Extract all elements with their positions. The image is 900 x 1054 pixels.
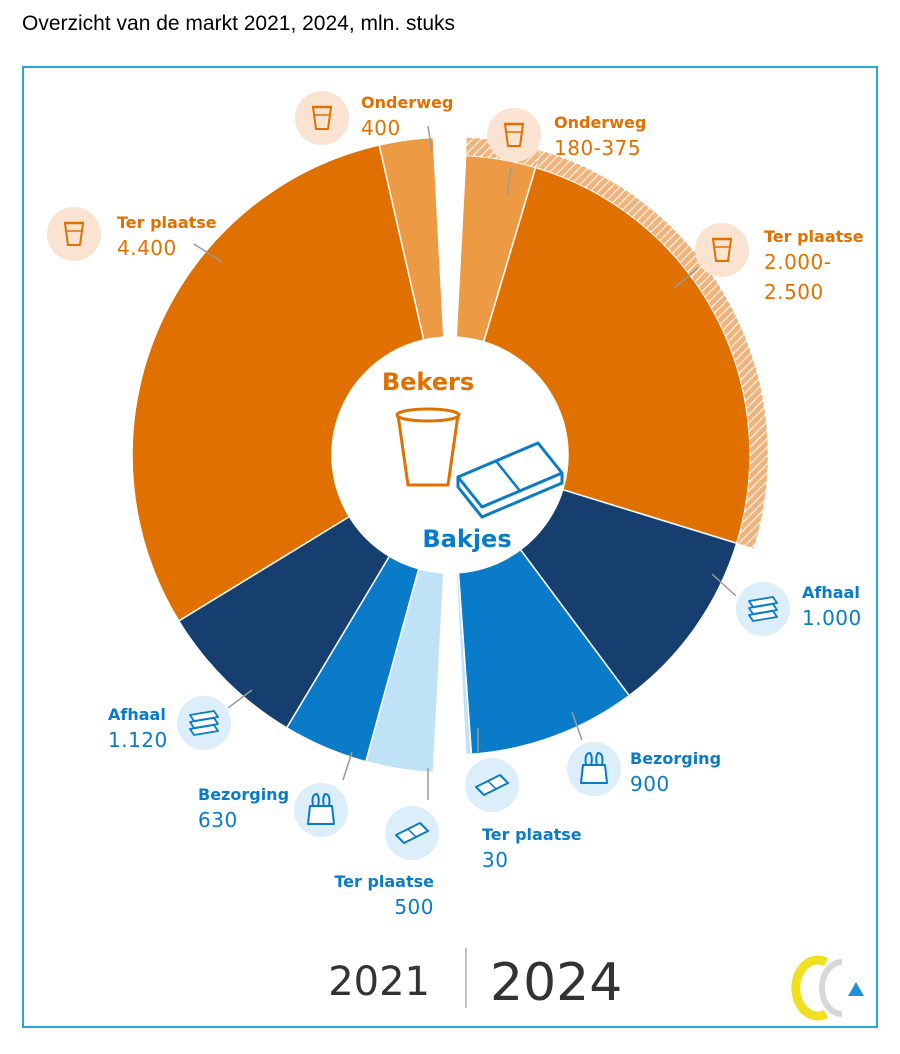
label-2021-afhaal: Afhaal 1.120 xyxy=(108,696,231,752)
label-value: 2.000- xyxy=(764,250,831,274)
wedge-2021-ter-plaatse-cups xyxy=(131,144,425,623)
center-label-trays: Bakjes xyxy=(422,525,511,553)
leader-2024-onderweg xyxy=(506,167,512,196)
wedge-2021-bezorging xyxy=(285,555,420,763)
label-value: 4.400 xyxy=(117,236,177,260)
label-name: Bezorging xyxy=(630,749,721,768)
leader-2024-bezorging xyxy=(571,711,583,741)
label-value: 630 xyxy=(198,808,238,832)
label-value: 1.000 xyxy=(802,606,862,630)
label-name: Bezorging xyxy=(198,785,289,804)
center-label-cups: Bekers xyxy=(382,368,474,396)
leader-2021-onderweg xyxy=(427,125,433,153)
cup-icon xyxy=(712,237,732,262)
year-legend: 2021 2024 xyxy=(328,948,622,1013)
year-2024: 2024 xyxy=(490,953,622,1013)
label-2021-bezorging: Bezorging 630 xyxy=(198,783,348,837)
label-value: 900 xyxy=(630,772,670,796)
chart-frame xyxy=(22,66,878,1028)
wedge-2024-ter-plaatse-trays xyxy=(455,571,473,756)
label-name: Afhaal xyxy=(802,583,860,602)
stacked-trays-icon xyxy=(748,596,778,622)
leader-2024-afhaal xyxy=(711,573,737,597)
wedge-2024-ter-plaatse-cups-range xyxy=(534,149,769,550)
page-title: Overzicht van de markt 2021, 2024, mln. … xyxy=(22,12,456,35)
label-2024-onderweg: Onderweg 180-375 xyxy=(487,108,646,162)
leader-2021-ter-plaatse-cups xyxy=(193,243,223,263)
label-value: 400 xyxy=(361,116,401,140)
label-name: Onderweg xyxy=(554,113,646,132)
leader-2021-bezorging xyxy=(342,751,353,781)
leader-2024-ter-plaatse-cups xyxy=(673,267,699,289)
segment-labels: Onderweg 400 Ter plaatse 4.400 Afhaal 1.120 Be… xyxy=(47,91,864,919)
cup-icon xyxy=(64,221,84,246)
icon-bubble xyxy=(695,223,749,277)
wedge-2024-afhaal xyxy=(519,488,738,697)
publisher-logo xyxy=(791,955,864,1021)
wedge-2021-afhaal xyxy=(177,515,391,729)
icon-bubble xyxy=(295,91,349,145)
label-2021-ter-plaatse-cups: Ter plaatse 4.400 xyxy=(47,207,217,261)
tray-icon xyxy=(395,822,429,844)
logo-ring-yellow xyxy=(791,955,829,1021)
icon-bubble xyxy=(487,108,541,162)
bag-icon xyxy=(307,792,335,825)
bag-icon xyxy=(580,751,608,784)
stacked-trays-icon xyxy=(189,710,219,736)
label-value: 2.500 xyxy=(764,280,824,304)
label-2024-afhaal: Afhaal 1.000 xyxy=(736,582,862,636)
label-2024-ter-plaatse-trays: Ter plaatse 30 xyxy=(465,758,582,872)
label-2021-onderweg: Onderweg 400 xyxy=(295,91,453,145)
logo-ring-grey xyxy=(819,959,843,1017)
cup-icon xyxy=(395,407,461,487)
center-hub: Bekers Bakjes xyxy=(336,341,564,569)
label-name: Ter plaatse xyxy=(482,825,582,844)
wedge-2021-onderweg xyxy=(378,136,445,341)
icon-bubble xyxy=(47,207,101,261)
cup-icon xyxy=(312,105,332,130)
label-value: 180-375 xyxy=(554,136,641,160)
leader-2021-afhaal xyxy=(227,689,253,709)
label-name: Ter plaatse xyxy=(334,872,434,891)
leader-lines xyxy=(193,125,737,800)
wedge-2021-ter-plaatse-trays xyxy=(364,567,445,774)
cup-icon xyxy=(504,122,524,147)
tray-icon xyxy=(475,774,509,796)
label-2021-ter-plaatse-trays: Ter plaatse 500 xyxy=(334,806,439,919)
donut-wedges xyxy=(131,136,769,774)
label-name: Ter plaatse xyxy=(117,213,217,232)
label-value: 1.120 xyxy=(108,728,168,752)
logo-triangle xyxy=(848,982,864,996)
label-value: 30 xyxy=(482,848,508,872)
tray-icon xyxy=(456,441,564,519)
label-2024-bezorging: Bezorging 900 xyxy=(567,742,721,796)
label-name: Ter plaatse xyxy=(764,227,864,246)
label-name: Afhaal xyxy=(108,705,166,724)
year-2021: 2021 xyxy=(328,959,430,1005)
label-2024-ter-plaatse-cups: Ter plaatse 2.000- 2.500 xyxy=(695,223,864,304)
label-value: 500 xyxy=(394,895,434,919)
label-name: Onderweg xyxy=(361,93,453,112)
